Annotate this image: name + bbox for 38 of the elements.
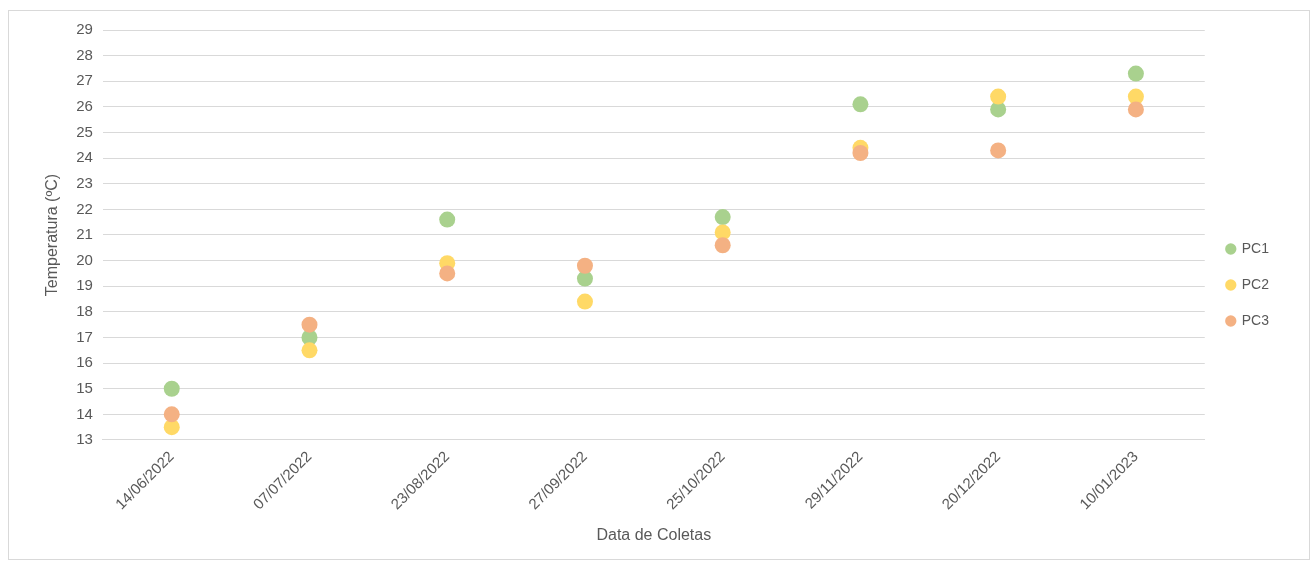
y-tick-label: 13 bbox=[76, 430, 93, 448]
point bbox=[576, 257, 593, 274]
y-tick-label: 15 bbox=[76, 378, 93, 396]
y-tick-label: 21 bbox=[76, 225, 93, 243]
point bbox=[714, 237, 731, 254]
y-tick-label: 18 bbox=[76, 302, 93, 320]
point bbox=[301, 316, 318, 333]
y-tick-label: 28 bbox=[76, 45, 93, 63]
legend-label: PC1 bbox=[1241, 239, 1270, 256]
point bbox=[852, 96, 869, 113]
y-tick-label: 17 bbox=[76, 327, 93, 345]
point bbox=[990, 142, 1007, 159]
y-tick-label: 22 bbox=[76, 199, 93, 217]
legend-label: PC2 bbox=[1241, 275, 1270, 292]
point bbox=[576, 293, 593, 310]
point bbox=[852, 145, 869, 161]
y-tick-label: 16 bbox=[76, 353, 93, 371]
point bbox=[990, 88, 1007, 105]
y-tick-label: 26 bbox=[76, 97, 93, 115]
point bbox=[1127, 65, 1144, 82]
point bbox=[439, 265, 456, 282]
point bbox=[714, 209, 731, 226]
y-axis-title: Temperatura (ºC) bbox=[43, 173, 61, 297]
point bbox=[163, 406, 180, 423]
y-tick-label: 25 bbox=[76, 122, 93, 140]
point bbox=[301, 342, 318, 359]
legend-label: PC3 bbox=[1241, 311, 1270, 328]
y-tick-label: 27 bbox=[76, 71, 93, 89]
y-tick-label: 20 bbox=[76, 250, 93, 268]
y-tick-label: 24 bbox=[76, 148, 93, 166]
x-axis-title: Data de Coletas bbox=[596, 525, 712, 543]
y-tick-label: 19 bbox=[76, 276, 93, 294]
y-tick-label: 14 bbox=[76, 404, 93, 422]
y-tick-label: 23 bbox=[76, 173, 93, 191]
point bbox=[163, 380, 180, 397]
point bbox=[1127, 101, 1144, 118]
point bbox=[439, 211, 456, 228]
y-tick-label: 29 bbox=[76, 20, 93, 38]
